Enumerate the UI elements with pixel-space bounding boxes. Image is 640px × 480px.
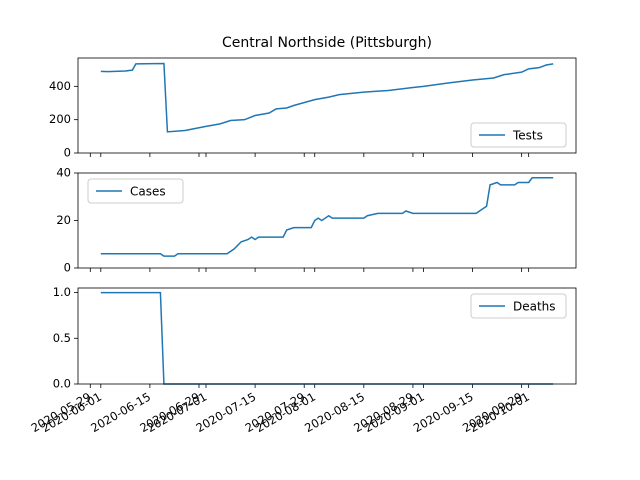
legend-label: Deaths <box>513 300 556 314</box>
y-tick-label: 40 <box>56 166 71 180</box>
y-tick-label: 0 <box>64 261 71 275</box>
legend-box <box>470 293 567 319</box>
y-tick-label: 0 <box>64 146 71 160</box>
legend-box <box>470 122 567 148</box>
data-line <box>100 177 554 257</box>
axes-frame <box>77 287 577 385</box>
y-tick-label: 20 <box>56 213 71 227</box>
y-tick-label: 200 <box>49 112 71 126</box>
axes-frame <box>77 172 577 269</box>
legend-box <box>87 178 184 204</box>
axes-frame <box>77 57 577 154</box>
legend-label: Cases <box>130 185 166 199</box>
legend-label: Tests <box>512 129 543 143</box>
y-tick-label: 0.0 <box>53 377 71 391</box>
y-tick-label: 0.5 <box>53 331 71 345</box>
chart-title: Central Northside (Pittsburgh) <box>222 35 432 51</box>
data-line <box>100 62 554 133</box>
y-tick-label: 400 <box>49 79 71 93</box>
y-tick-label: 1.0 <box>53 285 71 299</box>
